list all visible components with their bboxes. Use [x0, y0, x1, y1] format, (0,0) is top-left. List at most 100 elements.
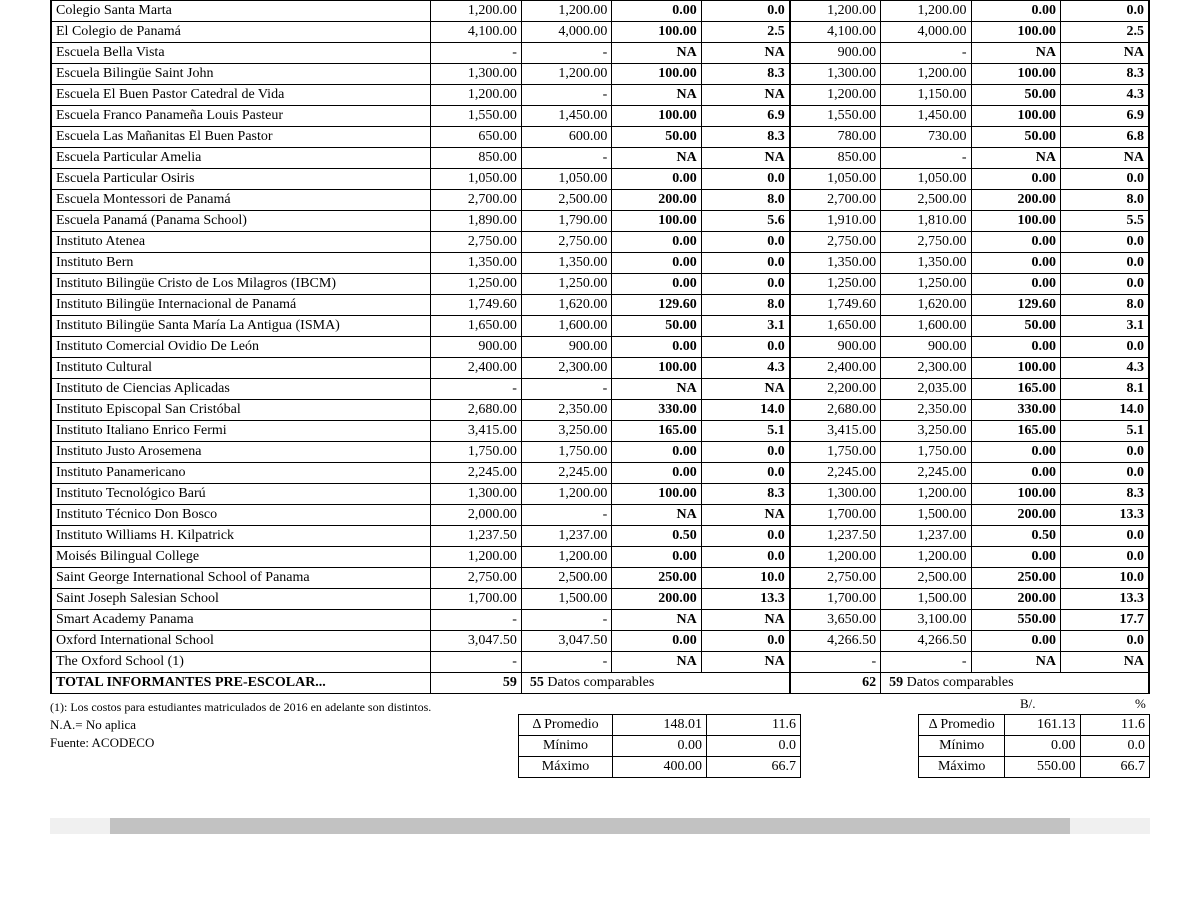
table-cell: 1,250.00	[790, 274, 881, 295]
table-cell: 14.0	[1060, 400, 1149, 421]
table-cell: 0.00	[971, 547, 1060, 568]
table-cell: 129.60	[971, 295, 1060, 316]
summary-b-max-v1: 550.00	[1005, 757, 1080, 778]
table-cell: 0.00	[612, 337, 701, 358]
table-cell: 1,050.00	[431, 169, 521, 190]
table-cell: 2.5	[701, 22, 790, 43]
table-cell: NA	[612, 652, 701, 673]
table-cell: 2,245.00	[790, 463, 881, 484]
table-cell: NA	[612, 148, 701, 169]
table-row: El Colegio de Panamá4,100.004,000.00100.…	[51, 22, 1149, 43]
table-cell: Escuela Particular Amelia	[51, 148, 431, 169]
table-cell: NA	[701, 148, 790, 169]
table-row: Moisés Bilingual College1,200.001,200.00…	[51, 547, 1149, 568]
table-cell: 0.00	[612, 1, 701, 22]
table-cell: 2,400.00	[431, 358, 521, 379]
table-cell: 0.0	[1060, 274, 1149, 295]
scrollbar-thumb[interactable]	[110, 818, 1070, 834]
table-cell: 3,100.00	[881, 610, 971, 631]
horizontal-scrollbar[interactable]	[50, 818, 1150, 834]
table-cell: 2,350.00	[881, 400, 971, 421]
table-cell: 100.00	[971, 106, 1060, 127]
table-cell: -	[431, 43, 521, 64]
table-cell: 0.50	[612, 526, 701, 547]
table-cell: 1,750.00	[431, 442, 521, 463]
table-cell: 3,415.00	[790, 421, 881, 442]
table-cell: 0.00	[971, 463, 1060, 484]
table-cell: 200.00	[971, 505, 1060, 526]
table-cell: NA	[612, 43, 701, 64]
table-cell: Escuela Montessori de Panamá	[51, 190, 431, 211]
table-cell: NA	[1060, 43, 1149, 64]
table-cell: Saint Joseph Salesian School	[51, 589, 431, 610]
table-cell: 1,237.00	[521, 526, 611, 547]
table-cell: 200.00	[612, 589, 701, 610]
table-row: Escuela Las Mañanitas El Buen Pastor650.…	[51, 127, 1149, 148]
summary-b-avg-label: Δ Promedio	[919, 715, 1005, 736]
table-cell: 1,200.00	[881, 484, 971, 505]
table-cell: -	[521, 610, 611, 631]
table-cell: 2,400.00	[790, 358, 881, 379]
table-cell: 1,350.00	[881, 253, 971, 274]
table-cell: 0.00	[612, 631, 701, 652]
table-cell: NA	[971, 43, 1060, 64]
table-cell: 100.00	[971, 64, 1060, 85]
table-cell: -	[881, 652, 971, 673]
table-cell: 3,250.00	[881, 421, 971, 442]
table-cell: Instituto Justo Arosemena	[51, 442, 431, 463]
table-row: Escuela Bilingüe Saint John1,300.001,200…	[51, 64, 1149, 85]
table-cell: 2,245.00	[881, 463, 971, 484]
table-cell: 850.00	[431, 148, 521, 169]
table-cell: 3,650.00	[790, 610, 881, 631]
table-cell: 1,749.60	[790, 295, 881, 316]
table-cell: El Colegio de Panamá	[51, 22, 431, 43]
summary-a-max-v2: 66.7	[707, 757, 801, 778]
table-cell: 1,700.00	[431, 589, 521, 610]
table-cell: 0.0	[701, 526, 790, 547]
table-cell: 2,750.00	[431, 568, 521, 589]
table-cell: 0.50	[971, 526, 1060, 547]
table-cell: 0.0	[1060, 631, 1149, 652]
table-cell: 8.0	[1060, 295, 1149, 316]
table-cell: 5.5	[1060, 211, 1149, 232]
table-cell: 0.00	[612, 547, 701, 568]
table-cell: 2,300.00	[881, 358, 971, 379]
table-row: Escuela Montessori de Panamá2,700.002,50…	[51, 190, 1149, 211]
table-cell: -	[521, 379, 611, 400]
table-cell: NA	[1060, 652, 1149, 673]
table-cell: 1,050.00	[521, 169, 611, 190]
table-row: Saint George International School of Pan…	[51, 568, 1149, 589]
table-cell: Instituto de Ciencias Aplicadas	[51, 379, 431, 400]
table-cell: 2,700.00	[431, 190, 521, 211]
table-cell: 0.0	[701, 442, 790, 463]
table-cell: Saint George International School of Pan…	[51, 568, 431, 589]
table-cell: 8.3	[701, 64, 790, 85]
table-cell: Instituto Bern	[51, 253, 431, 274]
summary-a-max-label: Máximo	[519, 757, 613, 778]
table-cell: 0.0	[701, 337, 790, 358]
table-row: Escuela Panamá (Panama School)1,890.001,…	[51, 211, 1149, 232]
table-cell: 1,200.00	[431, 1, 521, 22]
table-cell: 1,237.50	[431, 526, 521, 547]
table-cell: 2,680.00	[790, 400, 881, 421]
table-cell: -	[521, 43, 611, 64]
table-cell: 1,150.00	[881, 85, 971, 106]
table-cell: 3.1	[701, 316, 790, 337]
table-cell: 1,200.00	[790, 1, 881, 22]
summary-a-min-v2: 0.0	[707, 736, 801, 757]
table-cell: 650.00	[431, 127, 521, 148]
table-cell: 100.00	[612, 106, 701, 127]
table-row: Instituto Episcopal San Cristóbal2,680.0…	[51, 400, 1149, 421]
summary-a-max-v1: 400.00	[613, 757, 707, 778]
table-cell: 1,810.00	[881, 211, 971, 232]
table-cell: 2,750.00	[431, 232, 521, 253]
table-cell: 1,250.00	[521, 274, 611, 295]
table-cell: 1,050.00	[881, 169, 971, 190]
table-row: Instituto Comercial Ovidio De León900.00…	[51, 337, 1149, 358]
table-cell: NA	[701, 379, 790, 400]
table-cell: 1,250.00	[431, 274, 521, 295]
school-cost-table: Colegio Santa Marta1,200.001,200.000.000…	[50, 0, 1150, 694]
table-cell: 1,250.00	[881, 274, 971, 295]
table-cell: Instituto Comercial Ovidio De León	[51, 337, 431, 358]
table-cell: 100.00	[612, 64, 701, 85]
